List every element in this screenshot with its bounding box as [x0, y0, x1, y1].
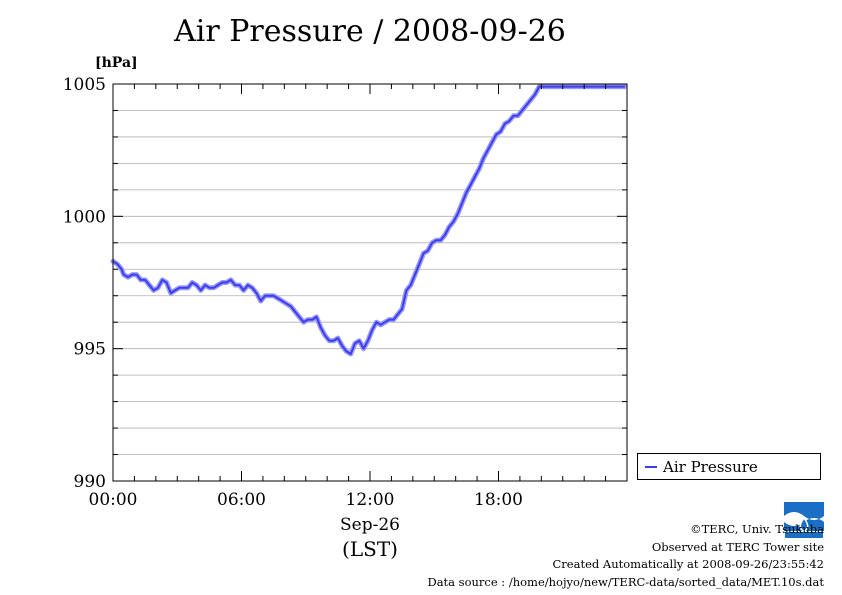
credit-created: Created Automatically at 2008-09-26/23:5… — [552, 557, 825, 571]
axis-ticks: 990 995 1000 1005 00:00 06:00 12:00 18:00 — [63, 75, 628, 510]
x-tick-label: 06:00 — [217, 490, 266, 510]
terc-logo-icon — [784, 502, 824, 539]
y-tick-label: 1005 — [63, 75, 106, 95]
legend-swatch — [645, 465, 657, 468]
x-tick-label: 18:00 — [474, 490, 523, 510]
legend-label: Air Pressure — [663, 457, 758, 476]
credit-copyright: ©TERC, Univ. Tsukuba — [690, 522, 824, 536]
credit-source: Data source : /home/hojyo/new/TERC-data/… — [427, 574, 824, 589]
y-tick-label: 995 — [74, 340, 106, 360]
x-axis-timezone-caption: (LST) — [342, 537, 398, 561]
x-tick-label: 12:00 — [346, 490, 395, 510]
y-tick-label: 1000 — [63, 207, 106, 227]
x-axis-date-caption: Sep-26 — [340, 515, 400, 535]
credit-site: Observed at TERC Tower site — [651, 539, 824, 554]
legend: Air Pressure — [637, 453, 821, 480]
credits: ©TERC, Univ. Tsukuba Observed at TERC To… — [427, 521, 824, 591]
series-halo — [110, 84, 628, 357]
x-tick-label: 00:00 — [89, 490, 138, 510]
y-axis-unit-label: [hPa] — [95, 55, 138, 71]
series-line-air-pressure — [112, 85, 625, 355]
grid — [113, 110, 627, 455]
chart-title: Air Pressure / 2008-09-26 — [174, 14, 566, 49]
y-tick-label: 990 — [74, 472, 106, 492]
series-layer — [110, 84, 628, 357]
